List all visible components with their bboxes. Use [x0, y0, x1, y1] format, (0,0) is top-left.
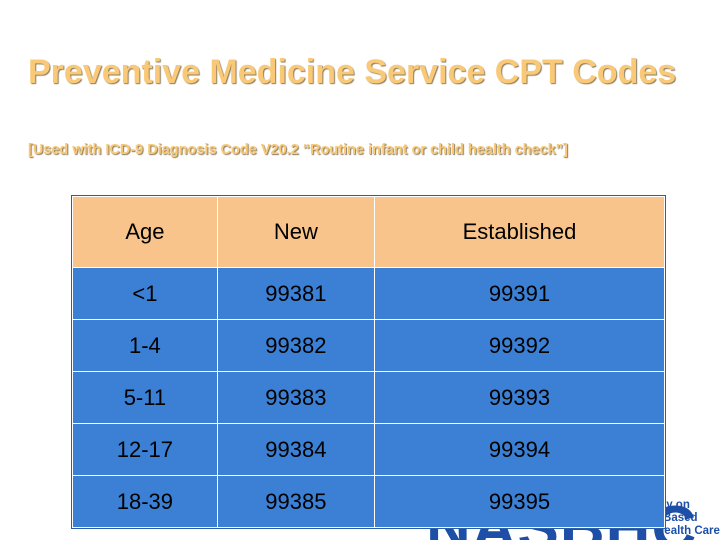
established-code-cell: 99391: [373, 267, 666, 320]
age-cell: 12-17: [72, 423, 218, 476]
table-row: 12-17 99384 99394: [72, 423, 666, 476]
age-cell: 1-4: [72, 319, 218, 372]
new-code-cell: 99382: [216, 319, 375, 372]
logo-tagline-line: al: [656, 486, 720, 499]
table-row: 5-11 99383 99393: [72, 371, 666, 424]
age-cell: <1: [72, 267, 218, 320]
logo-tagline-line: bly on: [656, 499, 690, 511]
established-code-cell: 99394: [373, 423, 666, 476]
established-code-cell: 99395: [373, 475, 666, 528]
established-code-cell: 99393: [373, 371, 666, 424]
header-established: Established: [373, 196, 666, 268]
logo-tagline: al bly on l-Based Health Care: [656, 486, 720, 538]
header-age: Age: [72, 196, 218, 268]
established-code-cell: 99392: [373, 319, 666, 372]
age-cell: 18-39: [72, 475, 218, 528]
logo-tagline-line: l-Based: [656, 512, 698, 524]
slide-title: Preventive Medicine Service CPT Codes: [28, 53, 677, 91]
table-row: 18-39 99385 99395: [72, 475, 666, 528]
cpt-codes-table: Age New Established <1 99381 99391 1-4 9…: [72, 196, 666, 528]
logo-tagline-line: Health Care: [656, 525, 720, 537]
new-code-cell: 99383: [216, 371, 375, 424]
slide-subtitle: [Used with ICD-9 Diagnosis Code V20.2 “R…: [28, 142, 568, 158]
age-cell: 5-11: [72, 371, 218, 424]
header-new: New: [216, 196, 375, 268]
new-code-cell: 99384: [216, 423, 375, 476]
table-row: 1-4 99382 99392: [72, 319, 666, 372]
table-header-row: Age New Established: [72, 196, 666, 268]
new-code-cell: 99385: [216, 475, 375, 528]
new-code-cell: 99381: [216, 267, 375, 320]
table-row: <1 99381 99391: [72, 267, 666, 320]
